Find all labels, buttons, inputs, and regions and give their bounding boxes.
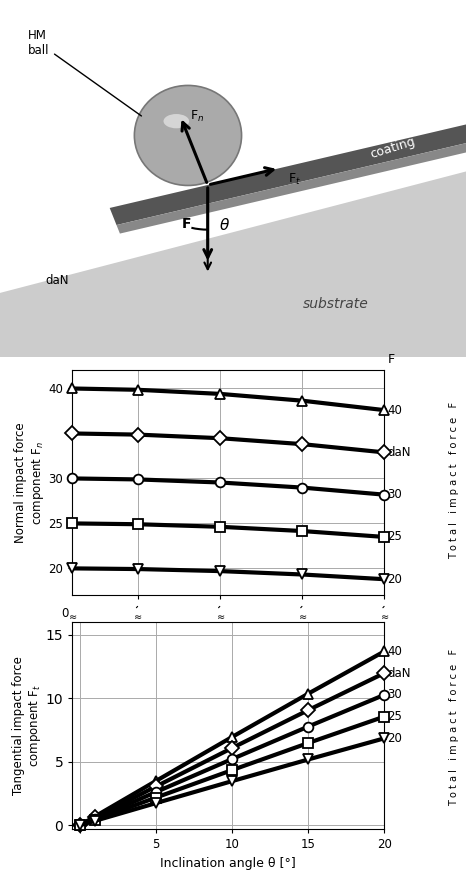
Text: 20: 20	[388, 732, 403, 744]
X-axis label: Inclination angle θ [°]: Inclination angle θ [°]	[160, 856, 296, 870]
Text: 0: 0	[62, 607, 69, 619]
Text: $\approx$: $\approx$	[297, 611, 308, 621]
Text: 20: 20	[388, 572, 403, 586]
Text: HM
ball: HM ball	[28, 29, 142, 116]
Text: T o t a l   i m p a c t   f o r c e   F: T o t a l i m p a c t f o r c e F	[449, 402, 459, 559]
Text: $\approx$: $\approx$	[67, 611, 78, 621]
Text: F$_t$: F$_t$	[288, 172, 302, 187]
Text: $\approx$: $\approx$	[379, 611, 390, 621]
Text: 40: 40	[388, 404, 403, 416]
Text: $\theta$: $\theta$	[219, 217, 230, 233]
Text: coating: coating	[369, 135, 417, 161]
Text: $\approx$: $\approx$	[215, 611, 226, 621]
Ellipse shape	[164, 114, 189, 128]
Polygon shape	[116, 137, 466, 234]
Text: 30: 30	[388, 488, 402, 501]
Text: daN: daN	[388, 667, 411, 679]
Polygon shape	[0, 171, 466, 357]
Text: 30: 30	[388, 688, 402, 701]
Text: F$_n$: F$_n$	[190, 109, 204, 124]
Text: T o t a l   i m p a c t   f o r c e   F: T o t a l i m p a c t f o r c e F	[449, 649, 459, 806]
Text: 25: 25	[388, 710, 403, 723]
Ellipse shape	[134, 86, 241, 185]
Text: F: F	[182, 217, 192, 231]
Text: substrate: substrate	[302, 296, 369, 310]
Y-axis label: Normal impact force
component F$_n$: Normal impact force component F$_n$	[14, 422, 46, 543]
Text: 40: 40	[388, 645, 403, 658]
Text: $\approx$: $\approx$	[132, 611, 144, 621]
Text: F: F	[388, 353, 395, 366]
Text: daN: daN	[46, 274, 69, 287]
Y-axis label: Tangential impact force
component F$_t$: Tangential impact force component F$_t$	[12, 656, 43, 795]
Polygon shape	[110, 119, 466, 225]
Text: 25: 25	[388, 530, 403, 543]
Text: daN: daN	[388, 446, 411, 459]
